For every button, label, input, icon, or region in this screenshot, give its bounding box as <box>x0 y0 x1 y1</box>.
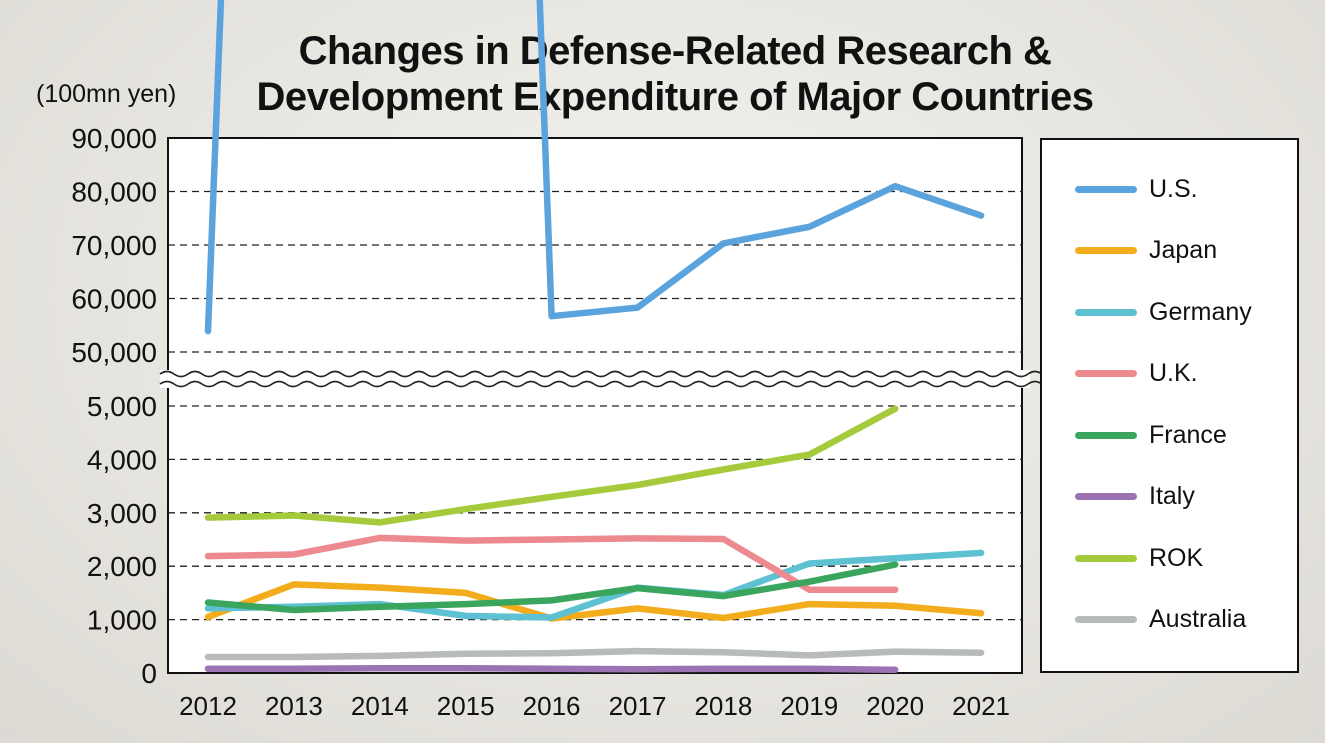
axis-break-wave <box>159 380 1057 388</box>
y-tick-label: 80,000 <box>71 177 157 208</box>
legend-label: France <box>1149 420 1227 449</box>
legend-item: Australia <box>1075 600 1246 640</box>
y-tick-label: 50,000 <box>71 337 157 368</box>
legend-item: U.K. <box>1075 354 1198 394</box>
legend-item: Germany <box>1075 292 1252 332</box>
series-line-italy <box>204 664 899 674</box>
chart-title: Changes in Defense-Related Research & De… <box>180 28 1170 120</box>
series-line-rok <box>204 405 899 526</box>
axis-break <box>159 370 1057 388</box>
x-tick-label: 2019 <box>780 691 838 721</box>
series-line-japan <box>204 581 985 622</box>
legend-swatch <box>1075 370 1137 377</box>
chart-title-line2: Development Expenditure of Major Countri… <box>256 75 1094 119</box>
x-tick-label: 2015 <box>437 691 495 721</box>
y-tick-label: 5,000 <box>87 391 157 422</box>
legend-swatch <box>1075 493 1137 500</box>
legend: U.S. Japan Germany U.K. France Italy ROK Austra… <box>1040 138 1299 673</box>
series-line-australia <box>204 647 985 661</box>
legend-label: Japan <box>1149 236 1218 264</box>
axis-break-band <box>160 370 1030 388</box>
legend-swatch <box>1075 185 1137 193</box>
x-tick-label: 2012 <box>179 691 237 721</box>
y-tick-label: 1,000 <box>87 605 157 636</box>
y-axis-unit-label: (100mn yen) <box>36 80 177 108</box>
legend-label: Germany <box>1149 297 1252 326</box>
legend-item: Japan <box>1075 231 1217 271</box>
y-tick-label: 4,000 <box>87 444 157 475</box>
y-tick-label: 60,000 <box>71 284 157 315</box>
y-tick-labels: 90,000 80,000 70,000 60,000 50,000 5,000 4,000… <box>71 123 157 689</box>
y-tick-label: 90,000 <box>71 123 157 154</box>
x-tick-label: 2020 <box>866 691 924 721</box>
legend-label: Italy <box>1149 482 1195 510</box>
x-tick-labels: 2012 2013 2014 2015 2016 2017 2018 2019 2020 2021 <box>179 691 1010 721</box>
y-tick-label: 70,000 <box>71 230 157 261</box>
y-tick-label: 0 <box>141 658 157 689</box>
legend-label: U.K. <box>1149 359 1198 387</box>
legend-swatch <box>1075 616 1137 623</box>
legend-item: Italy <box>1075 477 1195 517</box>
legend-item: France <box>1075 415 1227 455</box>
x-tick-label: 2013 <box>265 691 323 721</box>
legend-swatch <box>1075 431 1137 439</box>
legend-swatch <box>1075 308 1137 316</box>
legend-swatch <box>1075 247 1137 254</box>
chart-title-line1: Changes in Defense-Related Research & <box>298 29 1052 73</box>
x-tick-label: 2017 <box>609 691 667 721</box>
series-line-france <box>204 561 899 614</box>
series-line-u-k <box>204 534 899 593</box>
legend-label: U.S. <box>1149 174 1198 203</box>
x-tick-label: 2018 <box>694 691 752 721</box>
x-tick-label: 2021 <box>952 691 1010 721</box>
legend-label: Australia <box>1149 605 1247 633</box>
x-tick-label: 2014 <box>351 691 409 721</box>
legend-item: ROK <box>1075 538 1203 578</box>
legend-swatch <box>1075 554 1137 562</box>
legend-label: ROK <box>1149 543 1204 572</box>
y-tick-label: 2,000 <box>87 551 157 582</box>
series-lines <box>204 0 985 674</box>
axis-break-wave <box>159 370 1057 378</box>
legend-item: U.S. <box>1075 169 1198 209</box>
y-tick-label: 3,000 <box>87 498 157 529</box>
series-line-u-s <box>204 0 985 335</box>
x-tick-label: 2016 <box>523 691 581 721</box>
